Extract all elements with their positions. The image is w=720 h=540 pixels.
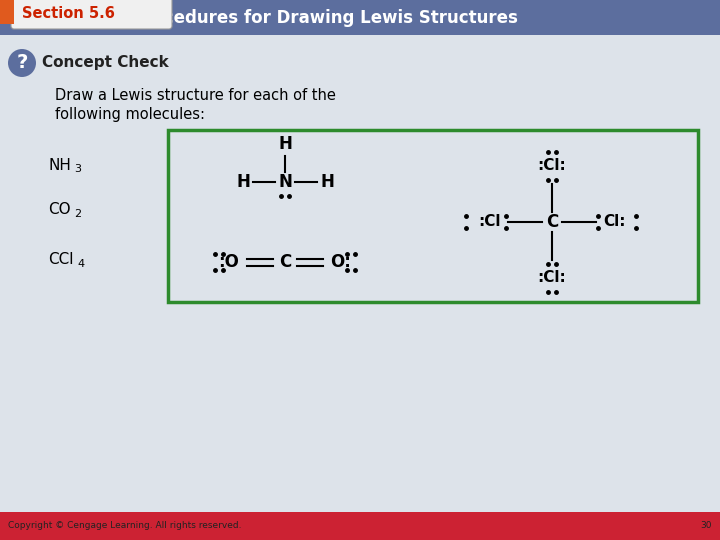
Bar bbox=[0, 0, 14, 24]
Text: Concept Check: Concept Check bbox=[42, 56, 168, 71]
Text: CO: CO bbox=[48, 202, 71, 218]
Text: Cl:: Cl: bbox=[603, 214, 625, 230]
Text: Copyright © Cengage Learning. All rights reserved.: Copyright © Cengage Learning. All rights… bbox=[8, 522, 241, 530]
Text: Section 5.6: Section 5.6 bbox=[22, 5, 115, 21]
Bar bbox=[0, 0, 720, 35]
Text: C: C bbox=[279, 253, 291, 271]
Text: O:: O: bbox=[330, 253, 351, 271]
Circle shape bbox=[8, 49, 36, 77]
Text: H: H bbox=[320, 173, 334, 191]
Text: 4: 4 bbox=[77, 259, 84, 269]
Text: H: H bbox=[236, 173, 250, 191]
Text: CCl: CCl bbox=[48, 253, 73, 267]
Text: 2: 2 bbox=[74, 209, 81, 219]
Text: :O: :O bbox=[219, 253, 240, 271]
Text: N: N bbox=[278, 173, 292, 191]
FancyBboxPatch shape bbox=[11, 0, 172, 29]
Text: following molecules:: following molecules: bbox=[55, 107, 205, 123]
Text: ?: ? bbox=[17, 53, 27, 72]
Text: 3: 3 bbox=[74, 164, 81, 174]
Bar bbox=[0, 512, 720, 540]
Bar bbox=[168, 130, 698, 302]
Text: Systematic Procedures for Drawing Lewis Structures: Systematic Procedures for Drawing Lewis … bbox=[22, 9, 518, 27]
Text: :Cl:: :Cl: bbox=[538, 159, 567, 173]
Text: C: C bbox=[546, 213, 558, 231]
Text: :Cl:: :Cl: bbox=[538, 271, 567, 286]
Text: NH: NH bbox=[48, 158, 71, 172]
Text: :Cl: :Cl bbox=[479, 214, 501, 230]
Text: Draw a Lewis structure for each of the: Draw a Lewis structure for each of the bbox=[55, 87, 336, 103]
Text: H: H bbox=[278, 135, 292, 153]
Text: 30: 30 bbox=[701, 522, 712, 530]
